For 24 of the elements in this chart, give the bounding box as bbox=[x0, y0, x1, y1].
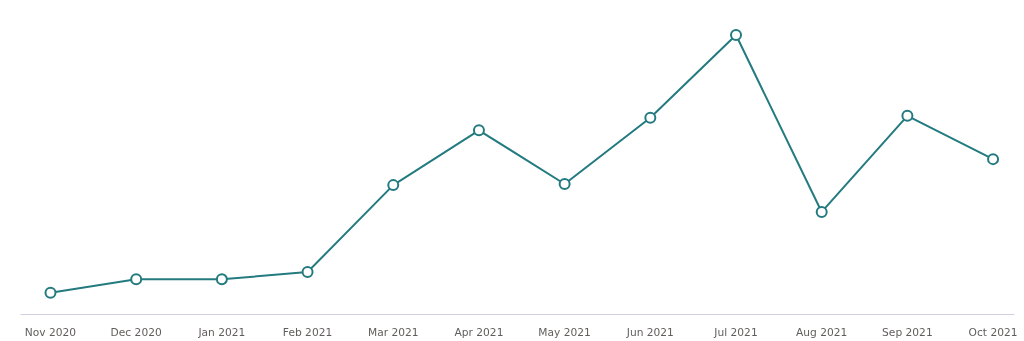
x-tick-label: Mar 2021 bbox=[367, 325, 419, 339]
point bbox=[815, 205, 828, 218]
point bbox=[987, 153, 1000, 166]
point bbox=[130, 273, 143, 286]
x-tick-label: Jul 2021 bbox=[713, 325, 758, 339]
x-tick-label: Jan 2021 bbox=[197, 325, 246, 339]
x-tick-label: Sep 2021 bbox=[882, 325, 933, 339]
x-tick-label: Dec 2020 bbox=[110, 325, 162, 339]
x-tick-label: Apr 2021 bbox=[454, 325, 504, 339]
x-tick-label: Nov 2020 bbox=[24, 325, 77, 339]
point bbox=[215, 273, 228, 286]
point bbox=[387, 179, 400, 192]
point bbox=[472, 124, 485, 137]
x-tick-label: Aug 2021 bbox=[796, 325, 848, 339]
x-tick-label: Feb 2021 bbox=[282, 325, 333, 339]
point bbox=[901, 109, 914, 122]
x-tick-label: Oct 2021 bbox=[968, 325, 1018, 339]
point bbox=[301, 266, 314, 279]
point bbox=[644, 111, 657, 124]
point bbox=[558, 178, 571, 190]
x-tick-label: May 2021 bbox=[538, 325, 591, 339]
point bbox=[44, 286, 57, 299]
point bbox=[730, 29, 743, 42]
x-tick-label: Jun 2021 bbox=[625, 325, 674, 339]
